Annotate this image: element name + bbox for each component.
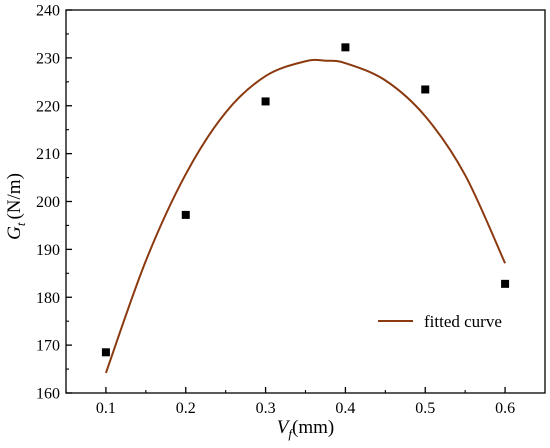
legend-label: fitted curve (424, 312, 502, 331)
x-tick-label: 0.3 (256, 400, 276, 417)
y-tick-label: 220 (36, 98, 60, 115)
data-point (181, 210, 190, 219)
x-axis-label: Vf(mm) (277, 417, 334, 441)
y-tick-label: 170 (36, 338, 60, 355)
x-tick-label: 0.1 (96, 400, 116, 417)
y-tick-label: 200 (36, 194, 60, 211)
x-axis-symbol: V (277, 417, 291, 438)
y-tick-label: 180 (36, 290, 60, 307)
fitted-curve-layer (104, 58, 506, 374)
x-tick-label: 0.2 (176, 400, 196, 417)
y-tick-label: 210 (36, 146, 60, 163)
y-axis-label: Gt (N/m) (4, 173, 28, 240)
axis-ticks (65, 9, 506, 394)
data-points-layer (101, 43, 510, 357)
y-axis-symbol: G (4, 226, 25, 240)
data-point (501, 279, 510, 288)
x-axis-unit: (mm) (292, 417, 334, 438)
data-point (261, 97, 270, 106)
data-point (101, 348, 110, 357)
data-point (341, 43, 350, 52)
data-point (421, 85, 430, 94)
y-tick-label: 160 (36, 386, 60, 403)
y-tick-labels: 160 170 180 190 200 210 220 230 240 (36, 3, 60, 403)
legend: fitted curve (378, 312, 502, 331)
x-tick-label: 0.4 (335, 400, 355, 417)
x-tick-label: 0.5 (415, 400, 435, 417)
y-tick-label: 230 (36, 50, 60, 67)
x-axis-subscript: f (288, 426, 294, 441)
plot-frame (65, 9, 546, 394)
y-axis-subscript: t (13, 222, 28, 226)
y-tick-label: 240 (36, 3, 60, 20)
y-axis-unit: (N/m) (4, 173, 25, 219)
x-tick-labels: 0.1 0.2 0.3 0.4 0.5 0.6 (96, 400, 515, 417)
fitted-curve-line (104, 58, 506, 374)
y-tick-label: 190 (36, 242, 60, 259)
x-tick-label: 0.6 (495, 400, 515, 417)
